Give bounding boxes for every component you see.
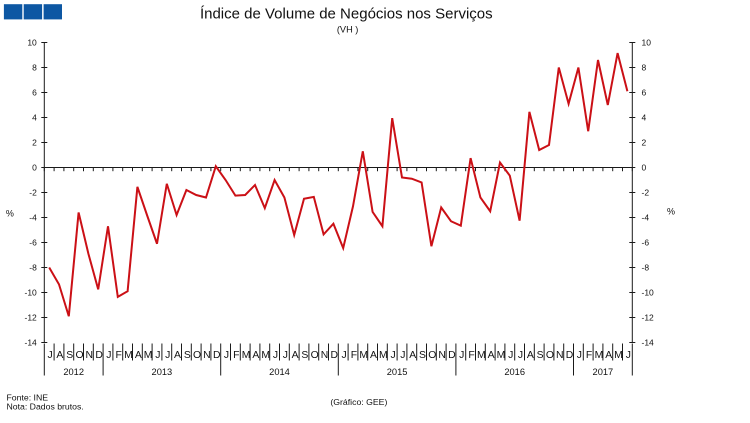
- svg-text:J: J: [577, 350, 582, 361]
- svg-text:A: A: [56, 350, 63, 361]
- svg-text:M: M: [379, 350, 388, 361]
- svg-text:-6: -6: [29, 238, 37, 248]
- svg-text:A: A: [527, 350, 534, 361]
- svg-text:J: J: [224, 350, 229, 361]
- svg-text:2: 2: [642, 138, 647, 148]
- svg-text:J: J: [155, 350, 160, 361]
- svg-text:O: O: [546, 350, 554, 361]
- svg-text:-12: -12: [25, 313, 38, 323]
- svg-text:-4: -4: [29, 213, 37, 223]
- svg-text:J: J: [390, 350, 395, 361]
- svg-text:J: J: [341, 350, 346, 361]
- svg-text:-4: -4: [642, 213, 650, 223]
- svg-text:O: O: [193, 350, 201, 361]
- svg-text:F: F: [233, 350, 239, 361]
- svg-text:Fonte: INE: Fonte: INE: [7, 392, 49, 402]
- svg-text:F: F: [468, 350, 474, 361]
- svg-text:A: A: [370, 350, 377, 361]
- svg-text:S: S: [184, 350, 191, 361]
- svg-text:%: %: [667, 207, 675, 217]
- svg-text:8: 8: [32, 63, 37, 73]
- svg-text:S: S: [419, 350, 426, 361]
- svg-text:2017: 2017: [593, 367, 614, 377]
- svg-text:J: J: [518, 350, 523, 361]
- svg-text:-12: -12: [642, 313, 655, 323]
- svg-text:M: M: [144, 350, 153, 361]
- svg-text:10: 10: [642, 38, 652, 48]
- svg-text:A: A: [292, 350, 299, 361]
- svg-text:Índice de Volume de Negócios n: Índice de Volume de Negócios nos Serviço…: [200, 5, 493, 22]
- svg-text:M: M: [497, 350, 506, 361]
- svg-text:0: 0: [642, 163, 647, 173]
- svg-text:6: 6: [32, 88, 37, 98]
- svg-text:O: O: [311, 350, 319, 361]
- svg-text:(Gráfico: GEE): (Gráfico: GEE): [330, 397, 387, 407]
- svg-text:2: 2: [32, 138, 37, 148]
- svg-text:10: 10: [27, 38, 37, 48]
- svg-text:2014: 2014: [269, 367, 290, 377]
- svg-text:4: 4: [32, 113, 37, 123]
- svg-text:-14: -14: [25, 338, 38, 348]
- svg-text:-8: -8: [29, 263, 37, 273]
- svg-text:A: A: [605, 350, 612, 361]
- svg-text:2016: 2016: [504, 367, 525, 377]
- svg-text:F: F: [586, 350, 592, 361]
- svg-text:4: 4: [642, 113, 647, 123]
- svg-text:N: N: [203, 350, 211, 361]
- svg-text:8: 8: [642, 63, 647, 73]
- svg-text:N: N: [556, 350, 564, 361]
- svg-text:Nota: Dados brutos.: Nota: Dados brutos.: [7, 402, 84, 412]
- svg-text:6: 6: [642, 88, 647, 98]
- svg-text:-6: -6: [642, 238, 650, 248]
- svg-text:S: S: [66, 350, 73, 361]
- svg-text:M: M: [261, 350, 270, 361]
- svg-text:M: M: [477, 350, 486, 361]
- svg-text:%: %: [6, 209, 14, 219]
- svg-text:O: O: [75, 350, 83, 361]
- svg-text:-2: -2: [642, 188, 650, 198]
- svg-text:D: D: [213, 350, 221, 361]
- svg-text:N: N: [438, 350, 446, 361]
- svg-text:N: N: [86, 350, 94, 361]
- svg-text:A: A: [174, 350, 181, 361]
- svg-text:-10: -10: [25, 288, 38, 298]
- svg-text:2013: 2013: [152, 367, 173, 377]
- svg-text:A: A: [135, 350, 142, 361]
- svg-text:0: 0: [32, 163, 37, 173]
- svg-text:-14: -14: [642, 338, 655, 348]
- svg-text:M: M: [614, 350, 623, 361]
- svg-text:J: J: [400, 350, 405, 361]
- svg-text:-2: -2: [29, 188, 37, 198]
- svg-text:D: D: [331, 350, 339, 361]
- svg-text:A: A: [488, 350, 495, 361]
- svg-text:-10: -10: [642, 288, 655, 298]
- svg-text:S: S: [537, 350, 544, 361]
- svg-text:D: D: [95, 350, 103, 361]
- svg-text:(VH ): (VH ): [337, 25, 358, 35]
- svg-text:A: A: [409, 350, 416, 361]
- svg-text:J: J: [47, 350, 52, 361]
- svg-text:D: D: [566, 350, 574, 361]
- svg-text:-8: -8: [642, 263, 650, 273]
- svg-text:M: M: [359, 350, 368, 361]
- svg-text:A: A: [252, 350, 259, 361]
- svg-text:O: O: [428, 350, 436, 361]
- svg-text:J: J: [273, 350, 278, 361]
- svg-text:S: S: [301, 350, 308, 361]
- svg-text:D: D: [448, 350, 456, 361]
- svg-text:J: J: [508, 350, 513, 361]
- svg-text:F: F: [116, 350, 122, 361]
- svg-text:M: M: [595, 350, 604, 361]
- svg-text:M: M: [124, 350, 133, 361]
- svg-text:J: J: [626, 350, 631, 361]
- svg-text:F: F: [351, 350, 357, 361]
- svg-text:2012: 2012: [63, 367, 84, 377]
- svg-text:J: J: [459, 350, 464, 361]
- svg-text:J: J: [106, 350, 111, 361]
- svg-text:2015: 2015: [387, 367, 408, 377]
- svg-text:J: J: [283, 350, 288, 361]
- svg-text:J: J: [165, 350, 170, 361]
- svg-text:N: N: [321, 350, 329, 361]
- svg-text:M: M: [242, 350, 251, 361]
